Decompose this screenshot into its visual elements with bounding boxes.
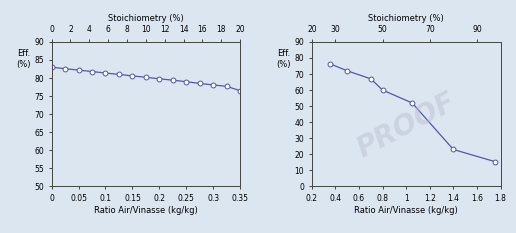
X-axis label: Stoichiometry (%): Stoichiometry (%) (368, 14, 444, 23)
Y-axis label: Eff.
(%): Eff. (%) (277, 49, 291, 69)
Text: PROOF: PROOF (352, 88, 460, 163)
Y-axis label: Eff.
(%): Eff. (%) (16, 49, 30, 69)
X-axis label: Ratio Air/Vinasse (kg/kg): Ratio Air/Vinasse (kg/kg) (94, 206, 198, 215)
X-axis label: Ratio Air/Vinasse (kg/kg): Ratio Air/Vinasse (kg/kg) (354, 206, 458, 215)
X-axis label: Stoichiometry (%): Stoichiometry (%) (108, 14, 184, 23)
